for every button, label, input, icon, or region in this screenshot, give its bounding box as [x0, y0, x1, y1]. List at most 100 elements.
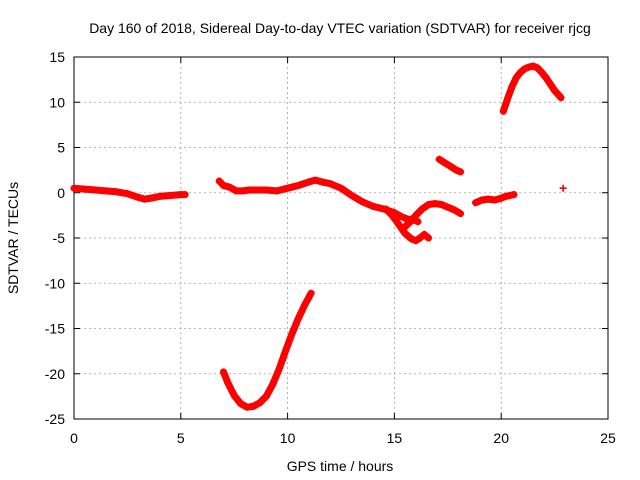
- data-point: [435, 155, 443, 163]
- data-point: [294, 315, 302, 323]
- data-point: [472, 199, 480, 207]
- data-point: [382, 205, 390, 213]
- data-point: [407, 235, 415, 243]
- data-point: [510, 191, 518, 199]
- series-segment-1: [70, 184, 189, 203]
- data-point: [91, 186, 99, 194]
- data-point: [220, 368, 228, 376]
- data-point: [506, 191, 514, 199]
- data-point: [416, 234, 424, 242]
- data-point: [155, 192, 163, 200]
- x-tick-label: 0: [70, 430, 78, 446]
- data-point: [102, 187, 110, 195]
- data-point: [230, 391, 238, 399]
- data-point: [418, 205, 426, 213]
- data-point: [226, 183, 234, 191]
- y-axis-label: SDTVAR / TECUs: [5, 182, 21, 294]
- y-tick-label: -10: [45, 275, 65, 291]
- data-point: [134, 193, 142, 201]
- series-segment-7: [472, 191, 518, 207]
- data-point: [516, 68, 524, 76]
- data-point: [348, 191, 356, 199]
- data-point: [326, 180, 334, 188]
- data-point: [220, 182, 228, 190]
- data-point: [397, 212, 405, 220]
- data-points: [70, 62, 567, 411]
- data-point: [521, 65, 529, 73]
- data-point: [448, 163, 456, 171]
- data-point: [337, 184, 345, 192]
- data-point: [81, 185, 89, 193]
- data-point: [452, 166, 460, 174]
- data-point: [491, 196, 499, 204]
- data-point: [215, 177, 223, 185]
- data-point: [269, 381, 277, 389]
- data-point: [252, 186, 260, 194]
- data-point: [457, 210, 465, 218]
- data-point: [281, 347, 289, 355]
- data-point: [457, 168, 465, 176]
- data-point: [395, 220, 403, 228]
- data-point: [181, 191, 189, 199]
- data-point: [525, 63, 533, 71]
- data-point: [307, 289, 315, 297]
- data-point: [529, 62, 537, 70]
- x-tick-label: 25: [600, 430, 616, 446]
- series-segment-8: [499, 62, 565, 115]
- data-point: [294, 182, 302, 190]
- x-tick-label: 5: [177, 430, 185, 446]
- x-tick-labels: 0 5 10 15 20 25: [70, 430, 616, 446]
- data-point: [284, 184, 292, 192]
- data-point: [262, 392, 270, 400]
- series-band: [399, 200, 465, 233]
- y-tick-label: 0: [57, 185, 65, 201]
- data-point: [559, 184, 567, 192]
- data-point: [412, 211, 420, 219]
- data-point: [243, 403, 251, 411]
- y-tick-label: -20: [45, 366, 65, 382]
- data-point: [239, 187, 247, 195]
- data-point: [123, 190, 131, 198]
- y-tick-label: 5: [57, 140, 65, 156]
- data-point: [534, 64, 542, 72]
- data-point: [70, 184, 78, 192]
- data-point: [224, 379, 232, 387]
- y-tick-label: -5: [53, 230, 66, 246]
- data-point: [262, 186, 270, 194]
- data-point: [450, 206, 458, 214]
- data-point: [501, 192, 509, 200]
- data-point: [425, 234, 433, 242]
- data-point: [557, 94, 565, 102]
- data-point: [551, 86, 559, 94]
- data-point: [288, 330, 296, 338]
- data-point: [147, 194, 155, 202]
- data-point: [478, 196, 486, 204]
- grid-lines: [74, 57, 608, 419]
- data-point: [437, 201, 445, 209]
- series-outlier: [559, 184, 567, 192]
- data-point: [301, 301, 309, 309]
- series-segment-3: [382, 205, 433, 245]
- data-point: [546, 80, 554, 88]
- x-tick-label: 20: [493, 430, 509, 446]
- x-tick-label: 10: [280, 430, 296, 446]
- data-point: [245, 186, 253, 194]
- series-band: [220, 289, 315, 411]
- data-point: [420, 230, 428, 238]
- data-point: [232, 187, 240, 195]
- data-point: [484, 195, 492, 203]
- data-point: [440, 158, 448, 166]
- data-point: [512, 74, 520, 82]
- x-axis-label: GPS time / hours: [287, 458, 394, 474]
- chart-title: Day 160 of 2018, Sidereal Day-to-day VTE…: [89, 20, 591, 36]
- y-tick-label: 10: [49, 94, 65, 110]
- data-point: [405, 219, 413, 227]
- data-point: [538, 68, 546, 76]
- data-point: [256, 399, 264, 407]
- data-point: [275, 365, 283, 373]
- series-segment-4: [399, 200, 465, 233]
- data-point: [444, 161, 452, 169]
- series-segment-6: [220, 289, 315, 411]
